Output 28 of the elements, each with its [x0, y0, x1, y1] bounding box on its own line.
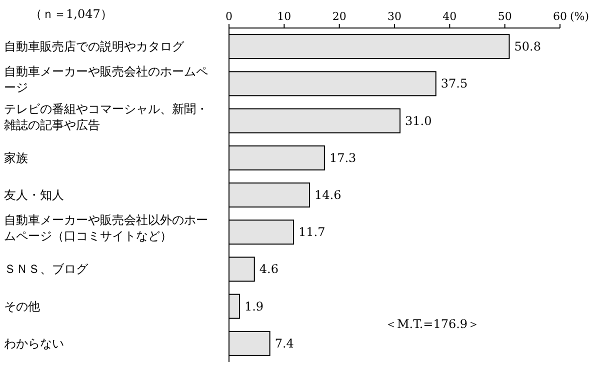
y-tick-label: 自動車販売店での説明やカタログ — [4, 40, 185, 54]
text: （ｎ＝1,047） — [30, 7, 112, 21]
y-tick-label: 自動車メーカーや販売会社のホームページ — [4, 64, 208, 95]
y-tick-label: テレビの番組やコマーシャル、新聞・雑誌の記事や広告 — [4, 102, 208, 132]
data-label: 14.6 — [314, 188, 342, 202]
x-tick-label: 50 — [498, 10, 512, 23]
y-tick-label: 自動車メーカーや販売会社以外のホームページ（口コミサイトなど） — [4, 213, 208, 244]
x-tick-label: 10 — [277, 10, 292, 23]
x-tick-label: 30 — [388, 10, 402, 23]
x-tick-label: 0 — [226, 10, 232, 23]
x-tick-label: 20 — [332, 10, 346, 23]
y-tick-label: わからない — [4, 336, 64, 350]
y-tick-label: 友人・知人 — [4, 188, 64, 202]
data-label: 11.7 — [298, 225, 326, 240]
y-tick-label: 家族 — [4, 150, 28, 165]
data-label: 31.0 — [405, 114, 432, 128]
y-tick-label: その他 — [4, 299, 40, 314]
data-label: 50.8 — [514, 40, 541, 54]
y-tick-label: ＳＮＳ、ブログ — [4, 262, 89, 276]
x-axis-title: (%) — [570, 10, 590, 23]
data-label: 37.5 — [440, 76, 468, 91]
data-label: 4.6 — [259, 262, 278, 276]
data-label: 17.3 — [329, 150, 356, 165]
annotation: ＜M.T.=176.9＞ — [385, 317, 480, 331]
x-tick-label: 60 — [553, 10, 567, 23]
x-tick-label: 40 — [442, 10, 457, 23]
data-label: 1.9 — [244, 299, 264, 314]
data-label: 7.4 — [274, 336, 294, 350]
